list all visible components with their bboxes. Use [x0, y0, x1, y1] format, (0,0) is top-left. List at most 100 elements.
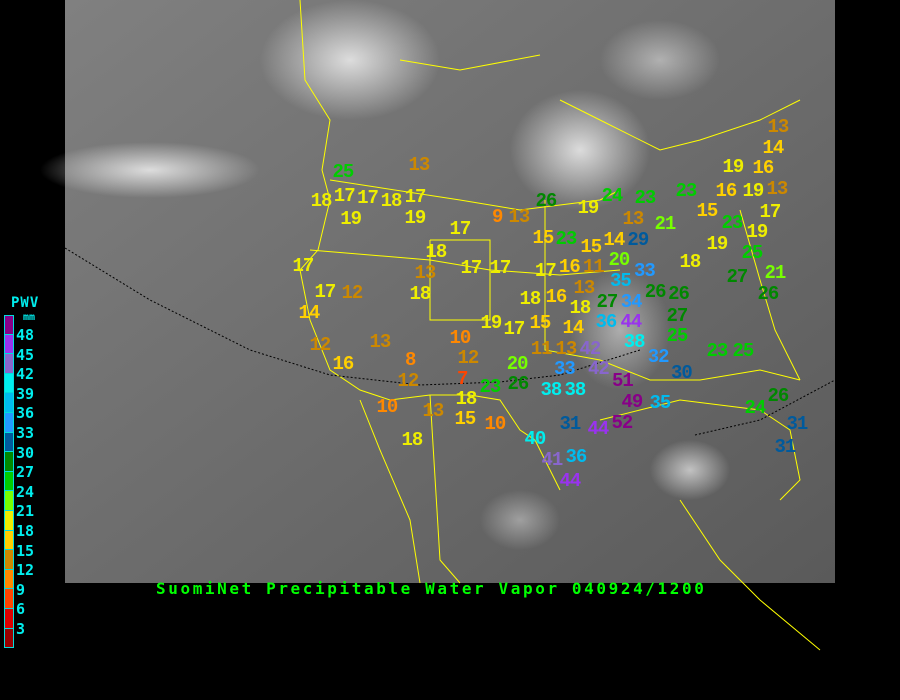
station-pwv-value: 24 — [601, 185, 624, 207]
legend-unit: mm — [23, 312, 36, 323]
station-pwv-value: 11 — [582, 256, 605, 279]
station-pwv-value: 40 — [524, 428, 547, 450]
cloud-cover — [40, 0, 730, 550]
station-pwv-value: 17 — [503, 318, 526, 340]
station-pwv-value: 25 — [666, 324, 689, 347]
station-pwv-value: 33 — [554, 358, 576, 381]
station-pwv-value: 15 — [454, 408, 477, 431]
legend-label: 24 — [16, 482, 35, 501]
station-pwv-value: 15 — [532, 227, 555, 249]
station-pwv-value: 38 — [564, 378, 587, 401]
station-pwv-value: 17 — [534, 260, 557, 282]
station-pwv-value: 29 — [627, 228, 649, 251]
station-pwv-value: 12 — [309, 334, 332, 356]
station-pwv-value: 15 — [696, 200, 719, 222]
legend-label: 21 — [16, 502, 35, 521]
map-title: SuomiNet Precipitable Water Vapor 040924… — [156, 579, 707, 598]
station-pwv-value: 17 — [292, 255, 315, 277]
legend-swatch — [4, 393, 14, 413]
station-pwv-value: 12 — [397, 370, 420, 392]
station-pwv-value: 12 — [341, 282, 364, 304]
station-pwv-value: 51 — [612, 370, 634, 393]
station-pwv-value: 26 — [507, 373, 530, 395]
legend-swatch — [4, 491, 14, 511]
legend-swatch — [4, 550, 14, 570]
station-pwv-value: 19 — [577, 197, 600, 219]
station-pwv-value: 18 — [310, 190, 333, 212]
station-pwv-value: 38 — [623, 330, 646, 353]
station-pwv-value: 7 — [457, 367, 468, 390]
station-pwv-value: 49 — [621, 390, 644, 413]
legend-label: 3 — [16, 620, 26, 638]
station-pwv-value: 18 — [455, 388, 478, 411]
station-pwv-value: 8 — [405, 349, 416, 371]
station-pwv-value: 19 — [742, 179, 765, 202]
satellite-image — [65, 0, 835, 583]
legend-swatch — [4, 412, 14, 433]
station-pwv-value: 23 — [721, 212, 744, 234]
station-pwv-value: 26 — [757, 282, 780, 305]
station-pwv-value: 17 — [759, 200, 782, 223]
station-pwv-value: 13 — [508, 206, 531, 228]
legend-label: 33 — [16, 424, 35, 442]
station-pwv-value: 17 — [333, 184, 356, 207]
station-pwv-value: 19 — [480, 312, 503, 334]
station-pwv-value: 18 — [409, 282, 432, 305]
station-pwv-value: 20 — [608, 249, 631, 272]
legend-swatch — [4, 569, 14, 590]
legend-label: 12 — [16, 561, 35, 580]
station-pwv-value: 16 — [752, 157, 775, 180]
station-pwv-value: 23 — [706, 340, 729, 362]
station-pwv-value: 13 — [369, 331, 392, 353]
station-pwv-value: 24 — [744, 397, 767, 419]
station-pwv-value: 17 — [314, 280, 337, 303]
legend-label: 36 — [16, 404, 35, 423]
station-pwv-value: 18 — [519, 288, 542, 310]
legend-label: 48 — [16, 326, 35, 344]
station-pwv-value: 44 — [559, 469, 582, 492]
station-pwv-value: 44 — [587, 418, 610, 440]
station-pwv-value: 26 — [767, 385, 790, 407]
station-pwv-value: 19 — [404, 206, 427, 229]
station-pwv-value: 18 — [380, 190, 403, 212]
station-pwv-value: 16 — [332, 353, 355, 375]
station-pwv-value: 35 — [610, 270, 632, 293]
station-pwv-value: 23 — [479, 376, 502, 398]
station-pwv-value: 13 — [408, 154, 431, 176]
station-pwv-value: 23 — [555, 228, 578, 250]
station-pwv-value: 9 — [492, 206, 503, 228]
legend-label: 30 — [16, 443, 35, 462]
station-pwv-value: 17 — [357, 187, 379, 210]
station-pwv-value: 23 — [634, 187, 657, 209]
legend-label: 42 — [16, 365, 35, 384]
station-pwv-value: 52 — [611, 411, 634, 434]
legend-swatch — [4, 628, 14, 649]
station-pwv-value: 19 — [722, 156, 745, 178]
station-pwv-value: 13 — [622, 208, 645, 230]
legend-label: 9 — [16, 580, 26, 599]
legend-swatch — [4, 452, 14, 472]
station-pwv-value: 15 — [580, 236, 602, 259]
station-pwv-value: 41 — [541, 448, 564, 471]
legend-swatch — [4, 373, 14, 394]
station-pwv-value: 31 — [786, 413, 809, 435]
station-pwv-value: 26 — [644, 280, 667, 303]
terminator-lines — [64, 247, 836, 436]
legend-label: 6 — [16, 600, 26, 619]
station-pwv-value: 23 — [675, 180, 698, 202]
legend-label: 39 — [16, 384, 35, 403]
station-pwv-value: 17 — [460, 257, 483, 279]
station-pwv-value: 18 — [679, 251, 702, 273]
station-pwv-value: 42 — [588, 358, 610, 381]
legend-label: 27 — [16, 463, 35, 482]
station-pwv-value: 14 — [762, 137, 785, 159]
legend-label: 18 — [16, 522, 35, 540]
color-legend — [4, 315, 14, 649]
station-pwv-value: 21 — [764, 261, 787, 284]
station-pwv-value: 27 — [596, 291, 619, 314]
station-pwv-value: 20 — [506, 353, 529, 375]
station-pwv-value: 17 — [404, 185, 427, 208]
station-pwv-value: 10 — [376, 396, 399, 418]
